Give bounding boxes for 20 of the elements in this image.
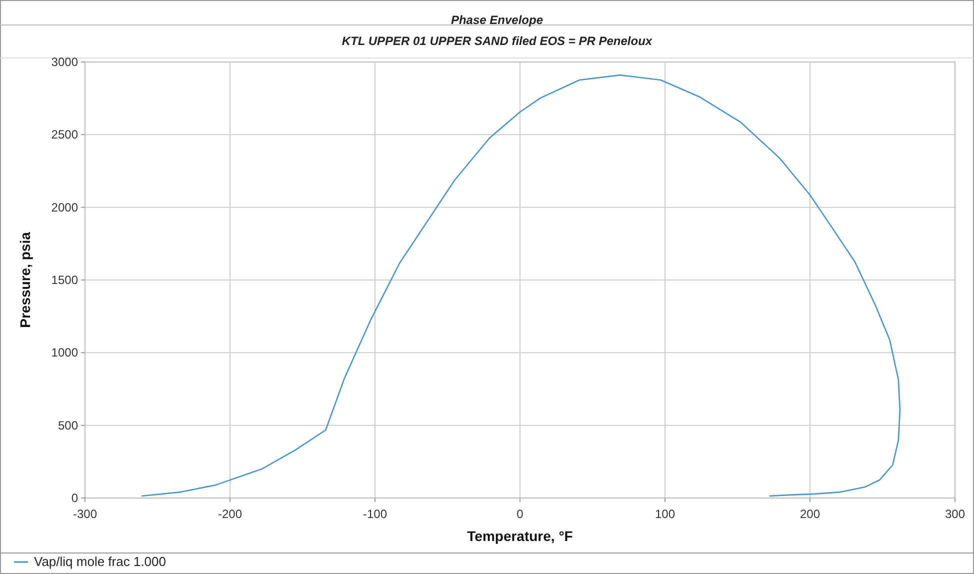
- line-series: [140, 74, 901, 497]
- y-tick-label: 2000: [51, 200, 78, 214]
- x-tick-label: -200: [218, 507, 242, 521]
- y-tick-label: 3000: [51, 55, 78, 69]
- y-tick-label: 0: [71, 491, 78, 505]
- chart-title: Phase Envelope: [450, 13, 544, 27]
- x-tick-label: 300: [944, 507, 966, 521]
- y-axis-title: Pressure, psia: [17, 232, 33, 328]
- y-tick-label: 1500: [51, 273, 78, 287]
- x-tick-label: 100: [654, 507, 676, 521]
- x-tick-label: -300: [72, 507, 98, 521]
- legend-label: Vap/liq mole frac 1.000: [34, 554, 166, 569]
- x-tick-label: -100: [362, 507, 388, 521]
- x-tick-label: 200: [800, 507, 820, 521]
- y-tick-label: 2500: [51, 128, 78, 142]
- x-axis-title: Temperature, °F: [467, 528, 574, 544]
- chart-subtitle: KTL UPPER 01 UPPER SAND filed EOS = PR Peneloux: [342, 34, 654, 48]
- y-tick-label: 1000: [51, 346, 78, 360]
- y-tick-label: 500: [58, 418, 78, 432]
- x-tick-label: 0: [516, 507, 524, 521]
